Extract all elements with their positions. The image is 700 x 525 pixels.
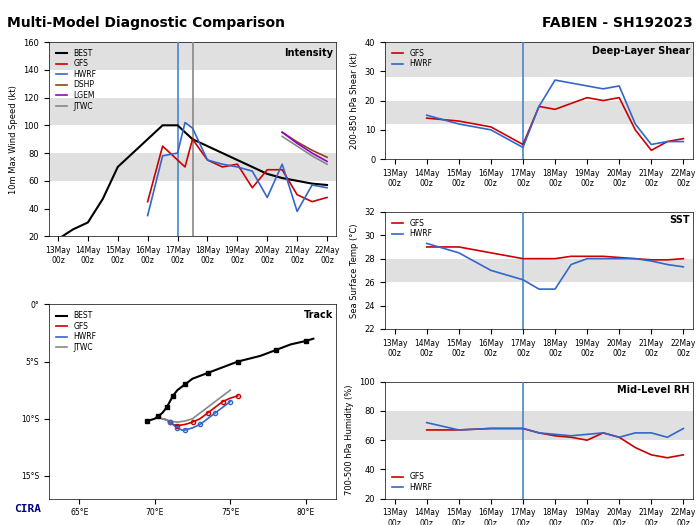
Y-axis label: Sea Surface Temp (°C): Sea Surface Temp (°C)	[350, 223, 359, 318]
Bar	[385, 42, 693, 77]
Legend: GFS, HWRF: GFS, HWRF	[389, 469, 435, 495]
Text: Track: Track	[304, 310, 333, 320]
Text: Multi-Model Diagnostic Comparison: Multi-Model Diagnostic Comparison	[7, 16, 285, 30]
Legend: GFS, HWRF: GFS, HWRF	[389, 46, 435, 71]
Text: FABIEN - SH192023: FABIEN - SH192023	[542, 16, 693, 30]
Bar	[385, 411, 693, 440]
Bar	[385, 101, 693, 124]
Legend: BEST, GFS, HWRF, DSHP, LGEM, JTWC: BEST, GFS, HWRF, DSHP, LGEM, JTWC	[52, 46, 99, 113]
Text: Mid-Level RH: Mid-Level RH	[617, 385, 690, 395]
Text: SST: SST	[669, 215, 690, 225]
Bar	[385, 259, 693, 282]
Text: Intensity: Intensity	[284, 48, 333, 58]
Legend: BEST, GFS, HWRF, JTWC: BEST, GFS, HWRF, JTWC	[52, 308, 99, 355]
Bar	[49, 42, 336, 70]
Bar	[49, 98, 336, 125]
Y-axis label: 700-500 hPa Humidity (%): 700-500 hPa Humidity (%)	[345, 385, 354, 496]
Y-axis label: 200-850 hPa Shear (kt): 200-850 hPa Shear (kt)	[350, 52, 359, 149]
Bar	[49, 153, 336, 181]
Text: CIRA: CIRA	[14, 505, 41, 514]
Y-axis label: 10m Max Wind Speed (kt): 10m Max Wind Speed (kt)	[9, 85, 18, 194]
Legend: GFS, HWRF: GFS, HWRF	[389, 216, 435, 242]
Text: Deep-Layer Shear: Deep-Layer Shear	[592, 46, 690, 56]
